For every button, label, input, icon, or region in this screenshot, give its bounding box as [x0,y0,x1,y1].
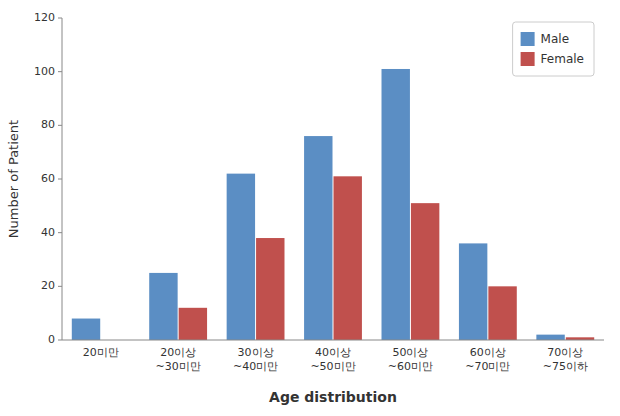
bar [304,136,332,340]
y-tick [58,71,62,72]
x-tick-label: 20미만 [83,346,119,359]
legend-swatch [521,32,535,46]
y-tick-label: 20 [41,279,55,292]
y-tick [58,340,62,341]
x-tick-label-line: ~30미만 [156,360,201,373]
x-tick-label: 40이상~50미만 [310,346,355,373]
chart-container: 0 20 40 60 80 100 120 20미만 20이상~30미만 30이상~40미만 40이… [0,0,620,416]
bar [179,308,207,340]
x-tick-label-line: ~40미만 [233,360,278,373]
legend: Male Female [513,22,594,76]
bar [149,273,177,340]
x-tick-label: 50이상~60미만 [388,346,433,373]
x-tick-label-line: ~50미만 [310,360,355,373]
bar [411,203,439,340]
y-tick-label: 0 [48,333,55,346]
y-tick [58,286,62,287]
x-tick-label-line: 40이상 [315,346,351,359]
x-tick-label: 70이상~75이하 [543,346,588,373]
bar [382,69,410,340]
y-tick-label: 100 [34,65,55,78]
x-tick-label-line: 60이상 [470,346,506,359]
x-tick-label-line: ~70미만 [465,360,510,373]
bar [256,238,284,340]
bar [536,335,564,340]
x-tick-label: 20이상~30미만 [156,346,201,373]
bar [488,286,516,340]
x-tick-label-line: 20이상 [160,346,196,359]
y-tick-label: 120 [34,11,55,24]
x-tick-label-line: 30이상 [238,346,274,359]
plot: 0 20 40 60 80 100 120 20미만 20이상~30미만 30이상~40미만 40이… [6,11,604,405]
x-axis-line [62,340,604,341]
y-axis-label: Number of Patient [6,120,21,238]
legend-frame [513,22,594,76]
y-tick-label: 60 [41,172,55,185]
y-tick [58,125,62,126]
y-tick-label: 40 [41,226,55,239]
x-tick-label: 30이상~40미만 [233,346,278,373]
y-tick [58,18,62,19]
bar [334,176,362,340]
legend-label: Male [541,32,569,46]
legend-swatch [521,52,535,66]
bar [227,174,255,340]
x-tick-label-line: 20미만 [83,346,119,359]
chart: 0 20 40 60 80 100 120 20미만 20이상~30미만 30이상~40미만 40이… [0,0,620,416]
x-tick-label-line: 50이상 [392,346,428,359]
x-axis-label: Age distribution [269,389,397,405]
legend-label: Female [541,52,584,66]
x-tick-label-line: 70이상 [547,346,583,359]
y-tick-label: 80 [41,118,55,131]
y-tick [58,179,62,180]
bar [459,243,487,340]
y-tick [58,232,62,233]
x-tick-label: 60이상~70미만 [465,346,510,373]
bars [72,69,594,340]
bar [72,319,100,340]
x-tick-label-line: ~60미만 [388,360,433,373]
x-tick-label-line: ~75이하 [543,360,588,373]
